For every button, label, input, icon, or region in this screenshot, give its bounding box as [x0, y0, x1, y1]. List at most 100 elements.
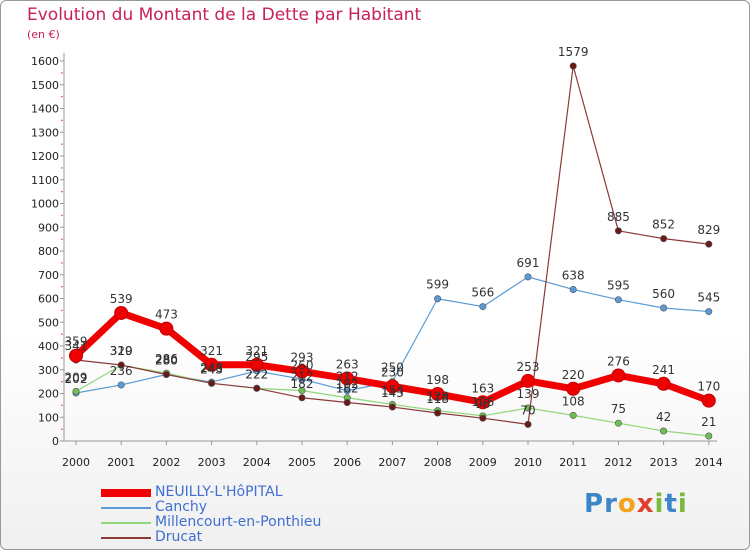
data-label: 595	[607, 279, 630, 293]
data-label: 280	[155, 354, 178, 368]
data-point	[69, 348, 83, 363]
data-point	[204, 357, 219, 372]
data-label: 293	[291, 350, 314, 364]
data-label: 250	[381, 361, 404, 375]
y-minor-tick	[61, 72, 63, 74]
proxiti-logo: Proxiti	[584, 489, 688, 519]
legend-label: Millencourt-en-Ponthieu	[155, 514, 322, 530]
data-point	[479, 414, 487, 422]
y-minor-tick	[61, 190, 63, 193]
data-point	[162, 370, 170, 378]
data-label: 118	[426, 392, 449, 406]
x-tick-label: 2001	[107, 456, 135, 469]
data-label: 163	[471, 381, 494, 395]
data-label: 321	[245, 344, 268, 358]
legend-item: Millencourt-en-Ponthieu	[101, 515, 321, 530]
data-label: 280	[155, 354, 178, 368]
y-tick-label: 1500	[31, 79, 59, 92]
data-point	[208, 379, 216, 387]
data-point	[475, 395, 490, 410]
data-point	[385, 379, 400, 394]
x-tick-label: 2013	[650, 456, 678, 469]
y-minor-tick	[61, 214, 63, 217]
chart-unit: (en €)	[27, 28, 60, 41]
data-label: 545	[697, 291, 720, 305]
data-label: 359	[65, 335, 88, 349]
y-tick-label: 500	[38, 316, 59, 329]
y-minor-tick	[61, 428, 63, 430]
data-point	[295, 364, 309, 379]
logo-letter: i	[677, 489, 688, 519]
data-label: 286	[155, 352, 178, 366]
y-minor-tick	[61, 119, 63, 122]
data-point	[660, 304, 668, 312]
data-point	[524, 273, 532, 281]
data-label: 182	[291, 377, 314, 391]
data-point	[614, 227, 622, 235]
data-label: 320	[110, 344, 133, 358]
data-label: 295	[245, 350, 268, 364]
y-minor-tick	[61, 262, 63, 264]
data-point	[430, 386, 445, 401]
x-tick-label: 2005	[288, 456, 316, 469]
data-label: 209	[65, 370, 88, 384]
data-point	[705, 432, 713, 440]
data-label: 75	[611, 402, 626, 416]
legend-label: NEUILLY-L'HôPITAL	[155, 484, 283, 500]
data-label: 143	[381, 386, 404, 400]
data-point	[569, 411, 577, 419]
chart-title: Evolution du Montant de la Dette par Hab…	[27, 5, 422, 25]
x-tick-label: 2008	[424, 456, 452, 469]
data-label: 212	[336, 370, 359, 384]
y-tick-label: 1600	[31, 55, 59, 68]
y-minor-tick	[61, 333, 63, 335]
data-point	[159, 321, 174, 336]
data-point	[569, 285, 577, 293]
data-point	[117, 361, 125, 369]
data-label: 248	[200, 361, 223, 375]
data-point	[660, 235, 668, 243]
data-point	[614, 296, 622, 304]
data-point	[434, 295, 442, 303]
y-minor-tick	[61, 285, 63, 288]
y-tick-label: 100	[38, 411, 59, 424]
data-label: 42	[656, 410, 671, 424]
data-label: 182	[336, 377, 359, 391]
legend-label: Canchy	[155, 499, 208, 515]
data-label: 885	[607, 210, 630, 224]
data-label: 829	[697, 223, 720, 237]
y-minor-tick	[61, 309, 63, 312]
logo-letter: o	[617, 489, 637, 519]
data-point	[340, 371, 355, 386]
data-label: 341	[65, 339, 88, 353]
legend-label: Drucat	[155, 529, 203, 545]
y-tick-label: 800	[38, 245, 59, 258]
data-point	[298, 394, 306, 402]
y-tick-label: 0	[52, 435, 59, 448]
y-tick-label: 300	[38, 364, 59, 377]
data-point	[388, 403, 396, 411]
y-minor-tick	[61, 167, 63, 169]
data-label: 202	[65, 372, 88, 386]
y-minor-tick	[61, 357, 63, 359]
series-layer	[69, 62, 716, 440]
data-point	[656, 376, 671, 391]
data-label: 599	[426, 278, 449, 292]
y-minor-tick	[61, 95, 63, 98]
data-label: 170	[697, 380, 720, 394]
data-point	[614, 419, 622, 427]
data-point	[343, 387, 351, 395]
x-tick-label: 2007	[378, 456, 406, 469]
data-label: 236	[110, 364, 133, 378]
y-tick-label: 1300	[31, 126, 59, 139]
x-tick-label: 2014	[695, 456, 723, 469]
legend-item: Drucat	[101, 530, 321, 545]
data-point	[524, 420, 532, 428]
x-tick-label: 2011	[559, 456, 587, 469]
data-label: 566	[471, 286, 494, 300]
data-label: 260	[291, 358, 314, 372]
data-label: 638	[562, 268, 585, 282]
y-tick-label: 200	[38, 388, 59, 401]
